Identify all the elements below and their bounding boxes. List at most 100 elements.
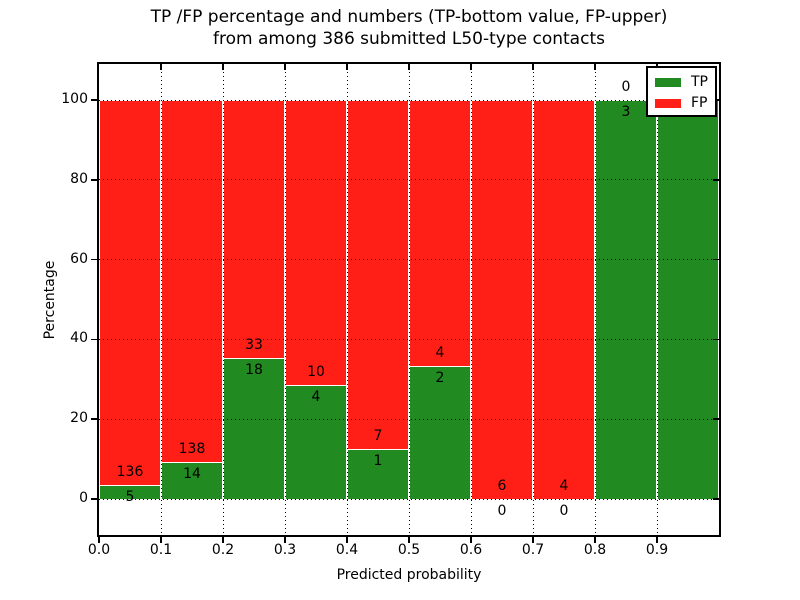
fp-count-label: 0 [621,79,631,96]
fp-count-label: 6 [497,478,507,494]
tp-count-label: 3 [621,104,631,121]
y-tick-label: 80 [70,170,88,187]
tp-bar-segment [657,100,719,499]
tp-bar-segment [223,358,285,499]
x-tick-label: 0.2 [211,542,235,558]
tp-count-label: 0 [559,503,569,519]
fp-bar-segment [533,100,595,499]
fp-count-label: 4 [435,345,445,362]
y-gridline [99,99,719,101]
fp-count-label: 33 [245,337,263,354]
x-tick-label: 0.6 [459,542,483,558]
tp-count-label: 2 [435,370,445,387]
fp-bar-segment [471,100,533,499]
fp-count-label: 4 [559,478,569,494]
y-tick-label: 60 [70,250,88,267]
x-tick [222,537,224,543]
x-gridline [408,64,410,535]
y-axis-label: Percentage [42,260,58,340]
tp-bar-segment [595,100,657,499]
legend-entry-tp: TP [648,72,715,93]
y-tick [91,179,97,181]
x-tick-label: 0.4 [335,542,359,558]
tp-count-label: 1 [373,453,383,470]
chart-title-line2: from among 386 submitted L50-type contac… [213,29,605,49]
y-tick-label: 20 [70,410,88,427]
tp-count-label: 5 [125,488,135,505]
x-gridline [222,64,224,535]
y-tick [91,258,97,261]
x-tick [532,537,534,543]
x-tick [222,64,224,70]
x-tick [284,64,286,70]
x-tick [160,64,162,70]
legend: TP FP [646,66,717,117]
x-tick [408,64,410,70]
x-tick [98,537,100,543]
fp-count-label: 138 [178,441,206,458]
y-tick-label: 100 [61,91,88,108]
tp-bar-segment [347,449,409,499]
y-gridline [99,418,719,420]
y-tick [91,418,97,420]
x-tick [656,537,658,543]
x-tick [160,537,162,543]
x-tick [346,537,348,543]
tp-count-label: 0 [497,503,507,519]
fp-bar-segment [161,100,223,463]
x-gridline [160,64,162,535]
x-tick-label: 0.8 [583,542,607,558]
y-tick-label: 40 [70,330,88,347]
x-tick [594,64,596,70]
legend-swatch-icon [655,99,681,108]
y-tick [713,179,719,181]
x-gridline [284,64,286,535]
chart-title-line1: TP /FP percentage and numbers (TP-bottom… [150,7,668,27]
tp-count-label: 14 [183,466,201,483]
x-tick-label: 0.0 [87,542,111,558]
x-tick [470,64,472,70]
y-tick [91,99,97,101]
x-axis-label: Predicted probability [336,567,482,583]
y-tick [91,498,97,500]
tp-count-label: 4 [311,389,321,406]
x-tick [346,64,348,70]
x-tick [594,537,596,543]
fp-bar-segment [285,100,347,386]
x-tick [532,64,534,70]
y-tick [91,338,97,341]
fp-count-label: 7 [373,428,383,445]
x-gridline [656,64,658,535]
y-gridline [99,338,719,340]
x-gridline [594,64,596,535]
fp-bar-segment [409,100,471,367]
x-tick-label: 0.9 [645,542,669,558]
legend-swatch-icon [655,78,681,87]
x-gridline [532,64,534,535]
y-gridline [99,259,719,261]
fp-bar-segment [99,100,161,485]
x-gridline [470,64,472,535]
x-tick-label: 0.7 [521,542,545,558]
tp-count-label: 18 [245,362,263,379]
x-tick-label: 0.1 [149,542,173,558]
y-tick-label: 0 [79,490,88,506]
chart-title: TP /FP percentage and numbers (TP-bottom… [97,6,721,50]
y-tick [713,418,719,420]
y-gridline [99,179,719,181]
x-gridline [346,64,348,535]
y-tick [713,498,719,500]
y-tick [713,258,719,261]
legend-entry-label: TP [691,74,708,90]
x-tick [408,537,410,543]
fp-count-label: 10 [307,364,325,381]
legend-entry-label: FP [691,95,708,111]
fp-bar-segment [223,100,285,359]
fp-bar-segment [347,100,409,450]
fp-count-label: 136 [116,463,144,480]
x-tick [284,537,286,543]
x-tick [470,537,472,543]
y-gridline [99,498,719,500]
